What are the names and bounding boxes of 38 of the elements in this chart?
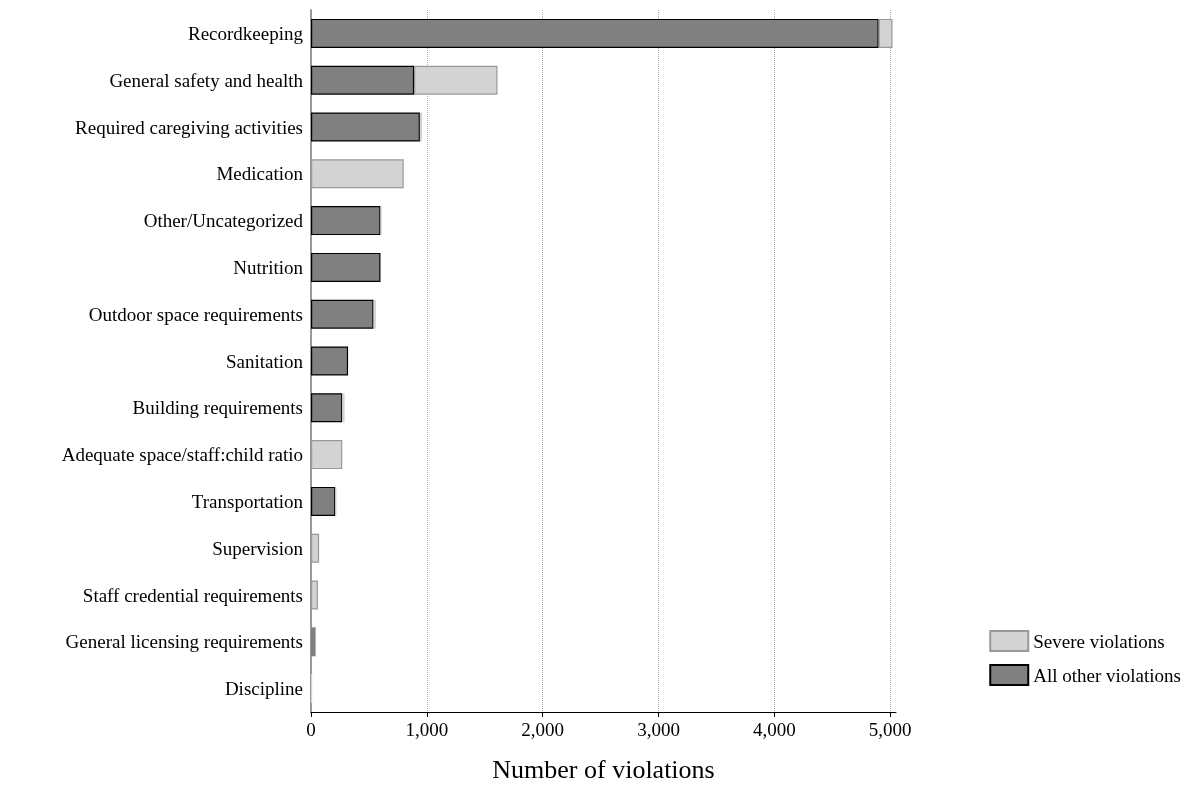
y-tick-label: Building requirements — [132, 397, 303, 419]
x-axis-title: Number of violations — [492, 754, 715, 784]
x-tick-label: 3,000 — [637, 719, 680, 740]
y-tick-label: Medication — [216, 163, 304, 185]
y-tick-label: Staff credential requirements — [82, 584, 303, 606]
y-tick-label: Recordkeeping — [187, 22, 304, 44]
y-tick-label: Required caregiving activities — [75, 116, 303, 138]
bar — [311, 206, 381, 236]
bar — [311, 65, 415, 95]
x-tick-label: 2,000 — [521, 719, 565, 740]
x-tick-label: 0 — [306, 719, 316, 740]
y-tick-label: Outdoor space requirements — [88, 303, 303, 325]
x-tick-label: 1,000 — [405, 719, 449, 740]
bar — [878, 18, 893, 48]
y-tick-label: Sanitation — [225, 350, 304, 372]
y-tick-label: Other/Uncategorized — [143, 210, 304, 232]
bar — [311, 486, 336, 516]
x-tick-label: 4,000 — [752, 719, 796, 740]
y-tick-label: General safety and health — [109, 69, 304, 91]
y-tick-label: Nutrition — [233, 256, 304, 278]
bar — [419, 112, 423, 142]
x-tick-label: 5,000 — [868, 719, 912, 740]
bar — [311, 252, 381, 282]
bar — [311, 299, 374, 329]
y-tick-label: Adequate space/staff:child ratio — [61, 444, 303, 466]
bar — [414, 65, 498, 95]
bar — [311, 393, 343, 423]
y-tick-label: General licensing requirements — [65, 631, 303, 653]
bar — [342, 393, 345, 423]
bar — [311, 627, 316, 657]
bar — [311, 112, 420, 142]
y-tick-label: Supervision — [212, 537, 304, 559]
legend-label: Severe violations — [1033, 630, 1165, 652]
y-tick-label: Transportation — [191, 490, 304, 512]
bar — [311, 18, 879, 48]
bar — [311, 346, 349, 376]
legend-label: All other violations — [1033, 664, 1182, 686]
y-tick-label: Discipline — [224, 678, 303, 700]
